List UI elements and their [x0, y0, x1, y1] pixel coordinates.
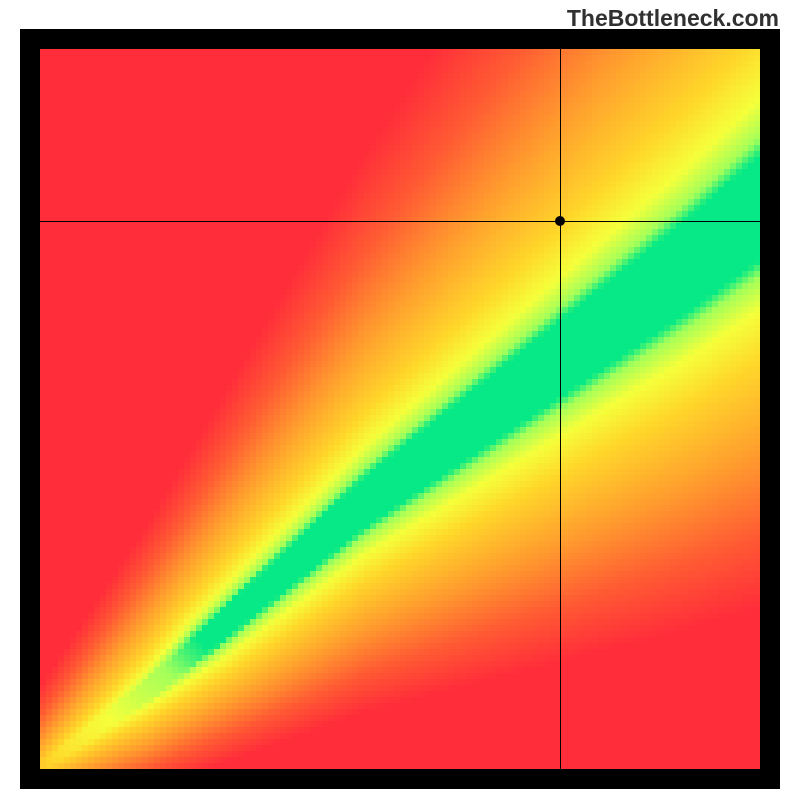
- bottleneck-heatmap: [40, 49, 760, 769]
- watermark-text: TheBottleneck.com: [567, 5, 779, 32]
- chart-frame: [20, 29, 780, 789]
- plot-area: [40, 49, 760, 769]
- crosshair-horizontal-line: [40, 221, 760, 222]
- crosshair-vertical-line: [560, 49, 561, 769]
- crosshair-marker: [555, 216, 565, 226]
